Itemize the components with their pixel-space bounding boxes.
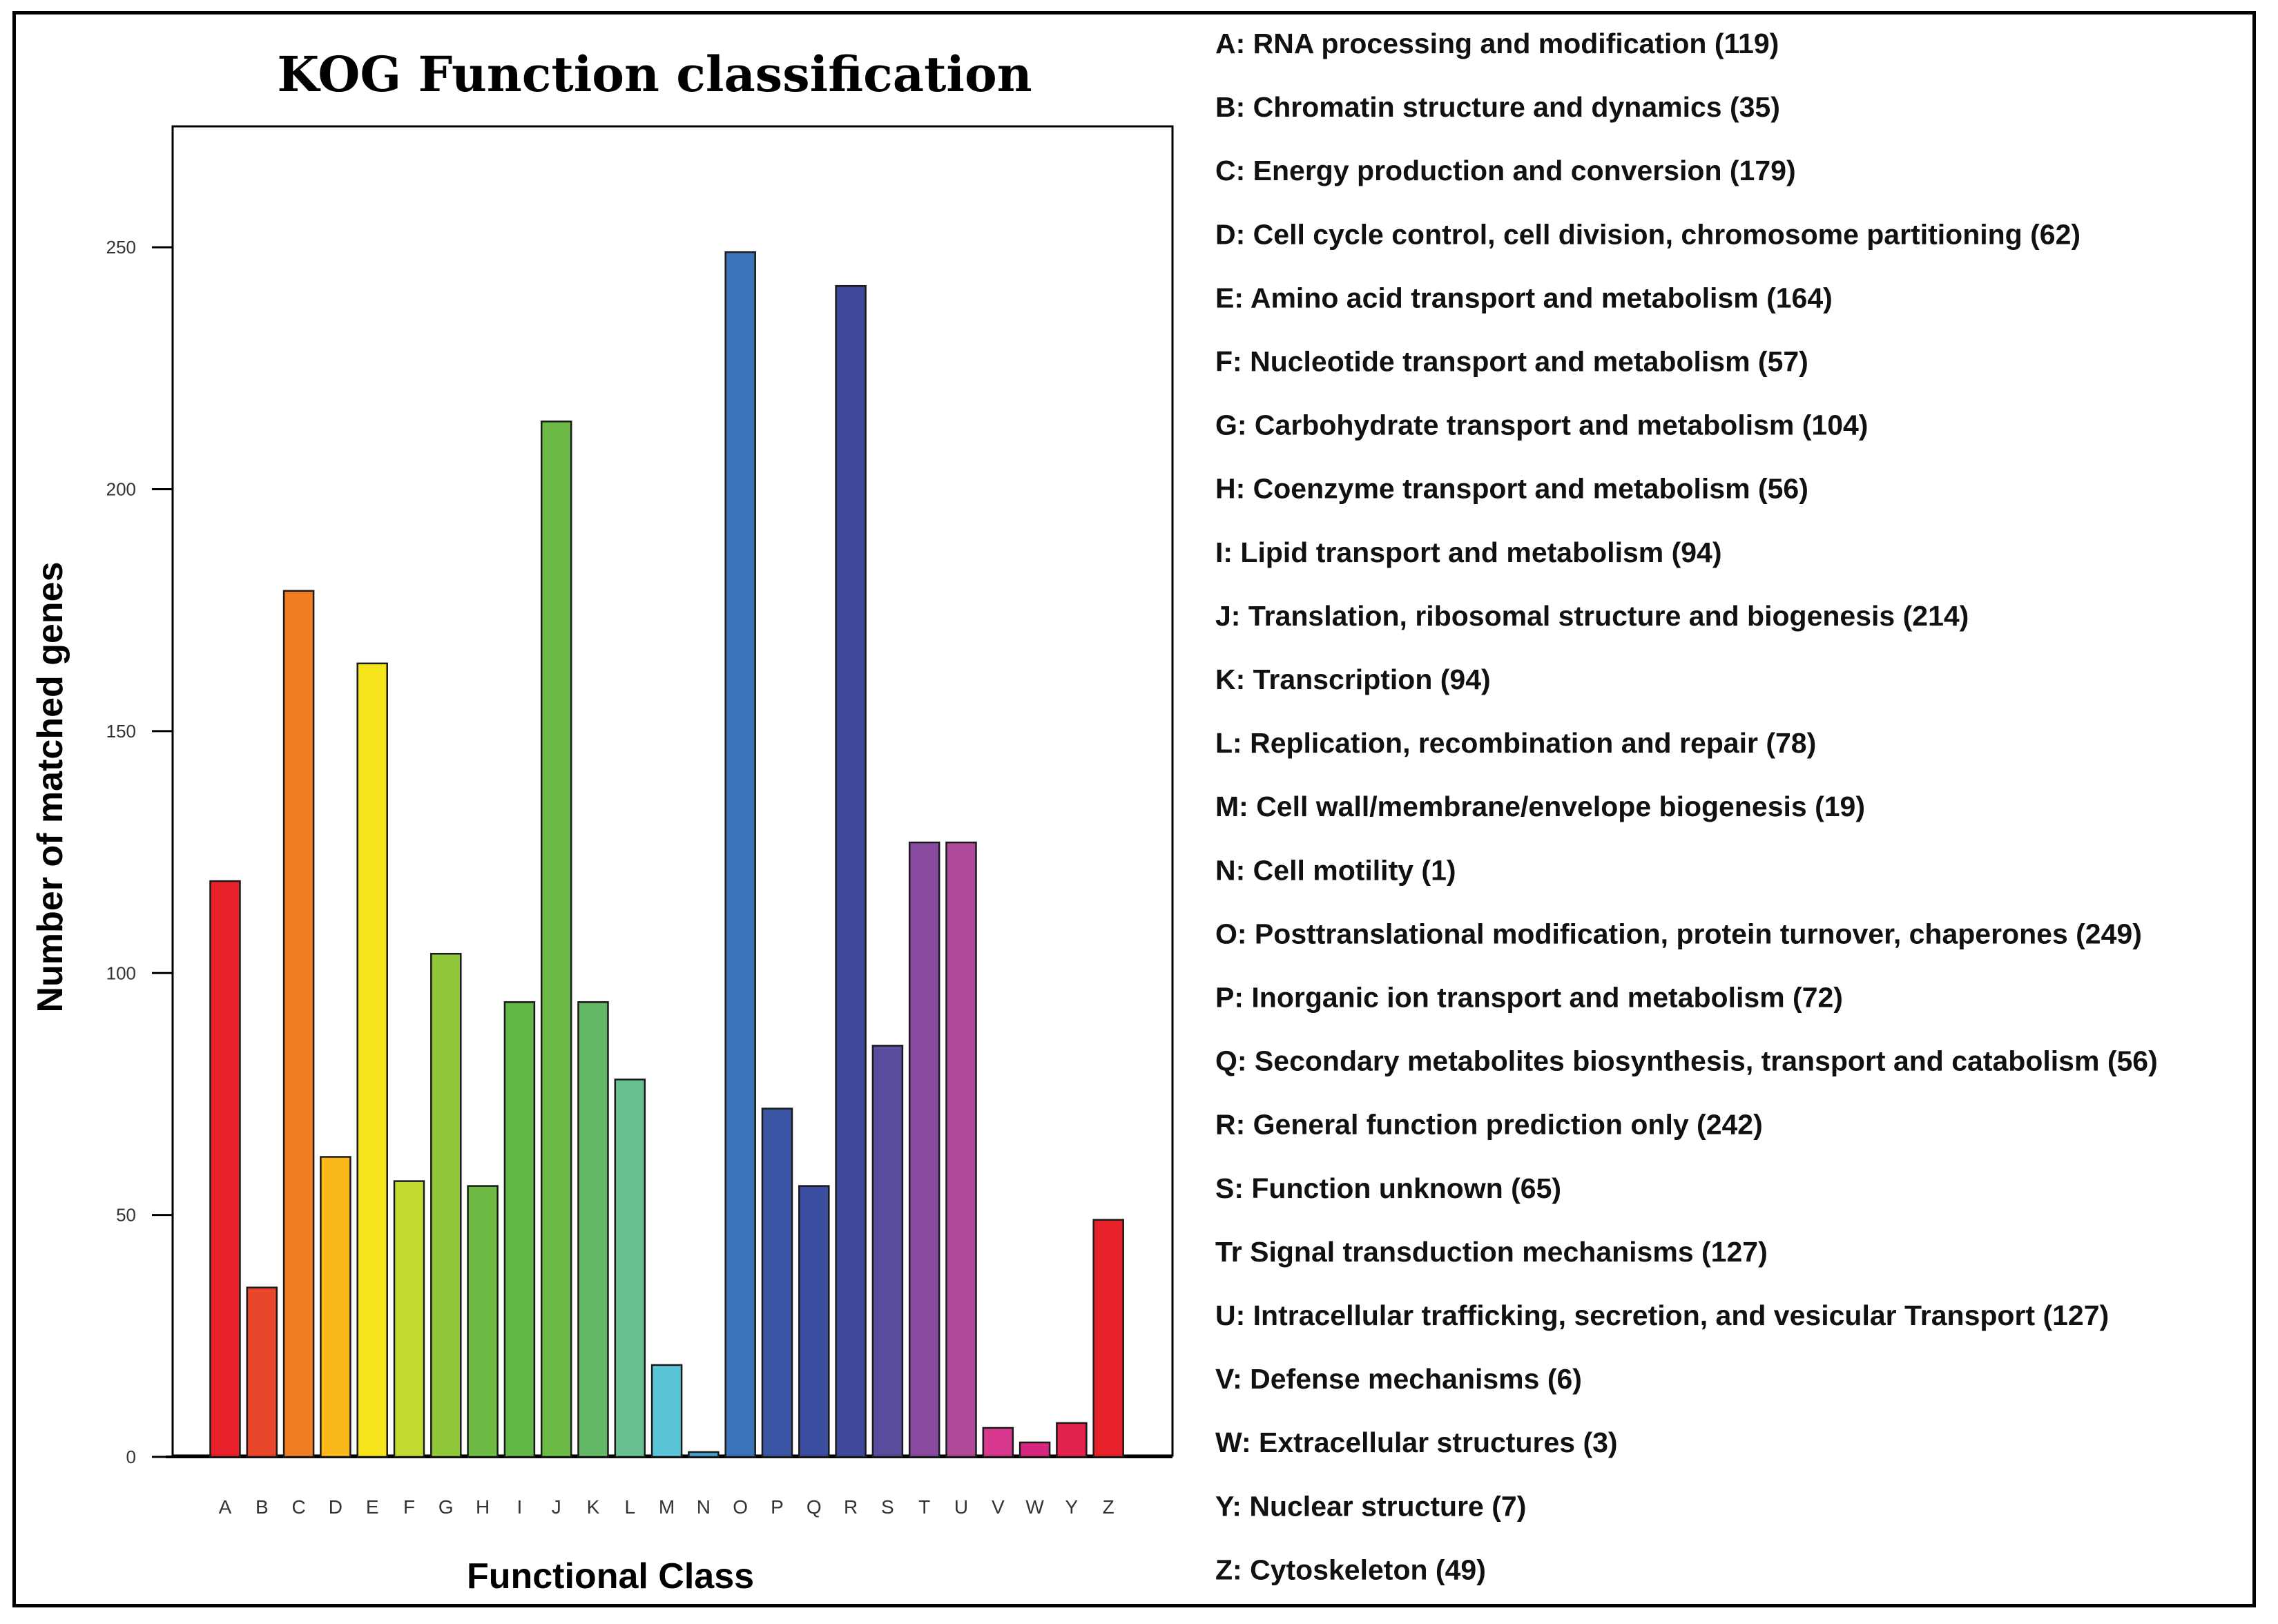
legend-item: P: Inorganic ion transport and metabolis… xyxy=(1215,982,1843,1014)
legend-item: K: Transcription (94) xyxy=(1215,664,1491,695)
y-tick-label: 250 xyxy=(106,237,136,258)
y-tick-label: 100 xyxy=(106,963,136,983)
x-tick-label-D: D xyxy=(329,1496,342,1518)
y-tick-label: 0 xyxy=(126,1447,136,1467)
legend-item: D: Cell cycle control, cell division, ch… xyxy=(1215,218,2081,250)
legend-item: Tr Signal transduction mechanisms (127) xyxy=(1215,1236,1768,1268)
legend-item: I: Lipid transport and metabolism (94) xyxy=(1215,536,1722,568)
legend-item: A: RNA processing and modification (119) xyxy=(1215,28,1779,59)
x-tick-label-E: E xyxy=(366,1496,379,1518)
bar-Y xyxy=(1056,1422,1088,1458)
y-tick-label: 50 xyxy=(116,1205,136,1226)
legend-item: F: Nucleotide transport and metabolism (… xyxy=(1215,346,1808,378)
legend: A: RNA processing and modification (119)… xyxy=(1215,28,2158,1585)
y-axis-title: Number of matched genes xyxy=(30,561,70,1012)
x-tick-label-Q: Q xyxy=(807,1496,822,1518)
bar-B xyxy=(246,1286,278,1458)
legend-item: O: Posttranslational modification, prote… xyxy=(1215,918,2142,949)
legend-item: V: Defense mechanisms (6) xyxy=(1215,1363,1582,1395)
bar-U xyxy=(945,841,977,1458)
x-tick-label-S: S xyxy=(881,1496,894,1518)
x-tick-label-A: A xyxy=(219,1496,232,1518)
legend-item: J: Translation, ribosomal structure and … xyxy=(1215,600,1969,632)
x-tick-label-R: R xyxy=(844,1496,858,1518)
bar-E xyxy=(356,662,388,1458)
legend-item: H: Coenzyme transport and metabolism (56… xyxy=(1215,473,1808,505)
legend-item: B: Chromatin structure and dynamics (35) xyxy=(1215,91,1780,123)
bar-W xyxy=(1019,1441,1051,1458)
bar-N xyxy=(688,1451,720,1458)
x-tick-label-J: J xyxy=(552,1496,561,1518)
x-tick-label-L: L xyxy=(625,1496,636,1518)
legend-item: L: Replication, recombination and repair… xyxy=(1215,727,1816,759)
bar-H xyxy=(467,1185,499,1458)
x-tick-label-Y: Y xyxy=(1065,1496,1079,1518)
bar-C xyxy=(282,590,315,1458)
y-tick-label: 200 xyxy=(106,479,136,500)
bar-L xyxy=(614,1079,646,1458)
bar-Z xyxy=(1092,1219,1124,1458)
x-tick-label-M: M xyxy=(659,1496,675,1518)
legend-item: C: Energy production and conversion (179… xyxy=(1215,155,1796,186)
figure-frame xyxy=(12,11,2256,1607)
legend-item: Y: Nuclear structure (7) xyxy=(1215,1490,1526,1522)
bar-O xyxy=(724,251,756,1458)
legend-item: G: Carbohydrate transport and metabolism… xyxy=(1215,409,1868,441)
legend-item: E: Amino acid transport and metabolism (… xyxy=(1215,282,1833,313)
legend-item: Q: Secondary metabolites biosynthesis, t… xyxy=(1215,1045,2158,1077)
x-tick-label-Z: Z xyxy=(1103,1496,1114,1518)
x-tick-label-T: T xyxy=(918,1496,930,1518)
bar-P xyxy=(761,1108,793,1458)
x-tick-label-C: C xyxy=(291,1496,305,1518)
bar-Q xyxy=(798,1185,830,1458)
legend-item: U: Intracellular trafficking, secretion,… xyxy=(1215,1299,2109,1331)
y-axis: 0 50 100 150 200 250 xyxy=(106,237,173,1467)
bar-A xyxy=(209,880,241,1458)
bar-D xyxy=(320,1156,351,1458)
y-tick-label: 150 xyxy=(106,721,136,742)
legend-item: W: Extracellular structures (3) xyxy=(1215,1427,1618,1458)
legend-item: M: Cell wall/membrane/envelope biogenesi… xyxy=(1215,791,1865,822)
legend-item: R: General function prediction only (242… xyxy=(1215,1109,1763,1141)
bar-M xyxy=(650,1364,683,1458)
x-axis-title: Functional Class xyxy=(467,1556,754,1596)
legend-item: N: Cell motility (1) xyxy=(1215,854,1456,886)
x-tick-label-O: O xyxy=(733,1496,748,1518)
bar-S xyxy=(871,1045,904,1458)
x-tick-label-K: K xyxy=(587,1496,600,1518)
bar-F xyxy=(393,1180,425,1458)
bars xyxy=(209,251,1124,1458)
x-tick-label-U: U xyxy=(954,1496,968,1518)
x-tick-label-F: F xyxy=(403,1496,415,1518)
x-tick-label-N: N xyxy=(697,1496,711,1518)
bar-V xyxy=(982,1427,1014,1458)
legend-item: S: Function unknown (65) xyxy=(1215,1172,1561,1204)
bar-K xyxy=(577,1001,609,1458)
bar-R xyxy=(835,284,867,1458)
bar-G xyxy=(430,952,462,1458)
x-tick-label-H: H xyxy=(476,1496,490,1518)
bar-I xyxy=(503,1001,536,1458)
x-tick-label-V: V xyxy=(992,1496,1005,1518)
bar-J xyxy=(540,420,572,1458)
x-tick-label-W: W xyxy=(1025,1496,1044,1518)
x-tick-label-I: I xyxy=(517,1496,523,1518)
legend-item: Z: Cytoskeleton (49) xyxy=(1215,1554,1486,1585)
x-tick-label-B: B xyxy=(255,1496,269,1518)
chart-title: KOG Function classification xyxy=(277,46,1032,103)
x-tick-label-G: G xyxy=(438,1496,454,1518)
x-tick-label-P: P xyxy=(771,1496,784,1518)
bar-T xyxy=(908,841,940,1458)
